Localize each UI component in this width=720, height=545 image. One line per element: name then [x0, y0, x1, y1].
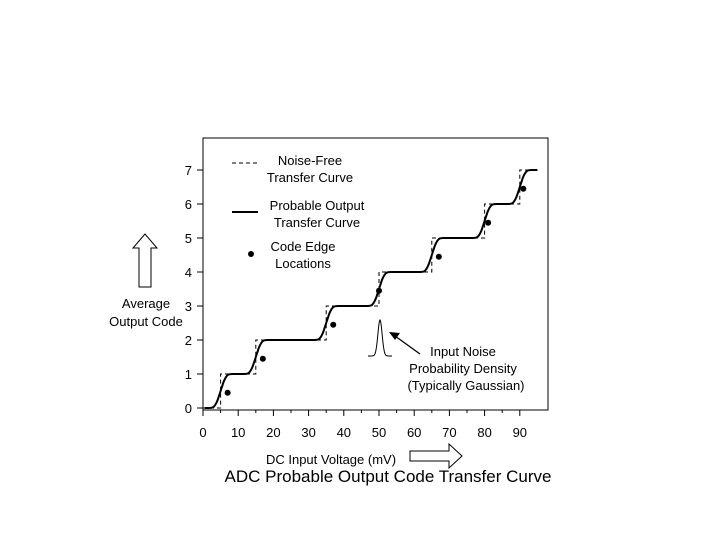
x-tick-label: 30	[301, 425, 315, 440]
x-tick-label: 20	[266, 425, 280, 440]
y-tick-label: 3	[185, 299, 192, 314]
y-tick-label: 4	[185, 265, 192, 280]
legend: Noise-Free Transfer Curve Probable Outpu…	[232, 153, 365, 271]
up-arrow-icon	[131, 233, 159, 288]
code-edge-point	[376, 287, 382, 294]
code-edge-point	[485, 219, 492, 226]
annotation-arrow-line	[394, 335, 421, 355]
y-tick-label: 5	[185, 231, 192, 246]
chart-title: ADC Probable Output Code Transfer Curve	[225, 467, 552, 486]
x-tick-label: 10	[231, 425, 245, 440]
annotation-arrow-head	[389, 332, 400, 340]
x-tick-label: 40	[337, 425, 351, 440]
y-tick-label: 0	[185, 401, 192, 416]
x-tick-label: 80	[477, 425, 491, 440]
series-probable-line	[204, 169, 538, 409]
legend-code-edge-line2: Locations	[275, 256, 331, 271]
x-tick-label: 0	[199, 425, 206, 440]
y-tick-label: 7	[185, 163, 192, 178]
code-edge-point	[520, 185, 527, 192]
code-edge-point	[224, 389, 231, 396]
code-edge-point	[435, 253, 442, 260]
x-tick-label: 60	[407, 425, 421, 440]
annotation-line2: Probability Density	[409, 361, 517, 376]
x-axis-label: DC Input Voltage (mV)	[266, 452, 396, 467]
x-axis-ticks: 0 10 20 30 40 50 60 70 80 90	[199, 410, 527, 440]
y-axis-label-line1: Average	[122, 296, 170, 311]
y-axis-label-line2: Output Code	[109, 314, 183, 329]
legend-probable-line1: Probable Output	[270, 198, 365, 213]
y-axis-ticks: 0 1 2 3 4 5 6 7	[185, 163, 203, 416]
annotation-line3: (Typically Gaussian)	[407, 378, 524, 393]
code-edge-point	[259, 355, 266, 362]
y-tick-label: 6	[185, 197, 192, 212]
y-tick-label: 2	[185, 333, 192, 348]
x-tick-label: 70	[442, 425, 456, 440]
right-arrow-icon	[409, 442, 463, 470]
y-tick-label: 1	[185, 367, 192, 382]
x-tick-label: 90	[513, 425, 527, 440]
annotation-line1: Input Noise	[430, 344, 496, 359]
legend-noise-free-line2: Transfer Curve	[267, 170, 353, 185]
plot-frame	[202, 137, 549, 411]
legend-probable-line2: Transfer Curve	[274, 215, 360, 230]
x-tick-label: 50	[372, 425, 386, 440]
legend-code-edge-line1: Code Edge	[270, 239, 335, 254]
legend-swatch-code-edge	[248, 251, 254, 257]
code-edge-point	[330, 321, 337, 328]
series-layer	[203, 169, 538, 409]
noise-gaussian-shape	[368, 318, 392, 357]
legend-noise-free-line1: Noise-Free	[278, 153, 342, 168]
